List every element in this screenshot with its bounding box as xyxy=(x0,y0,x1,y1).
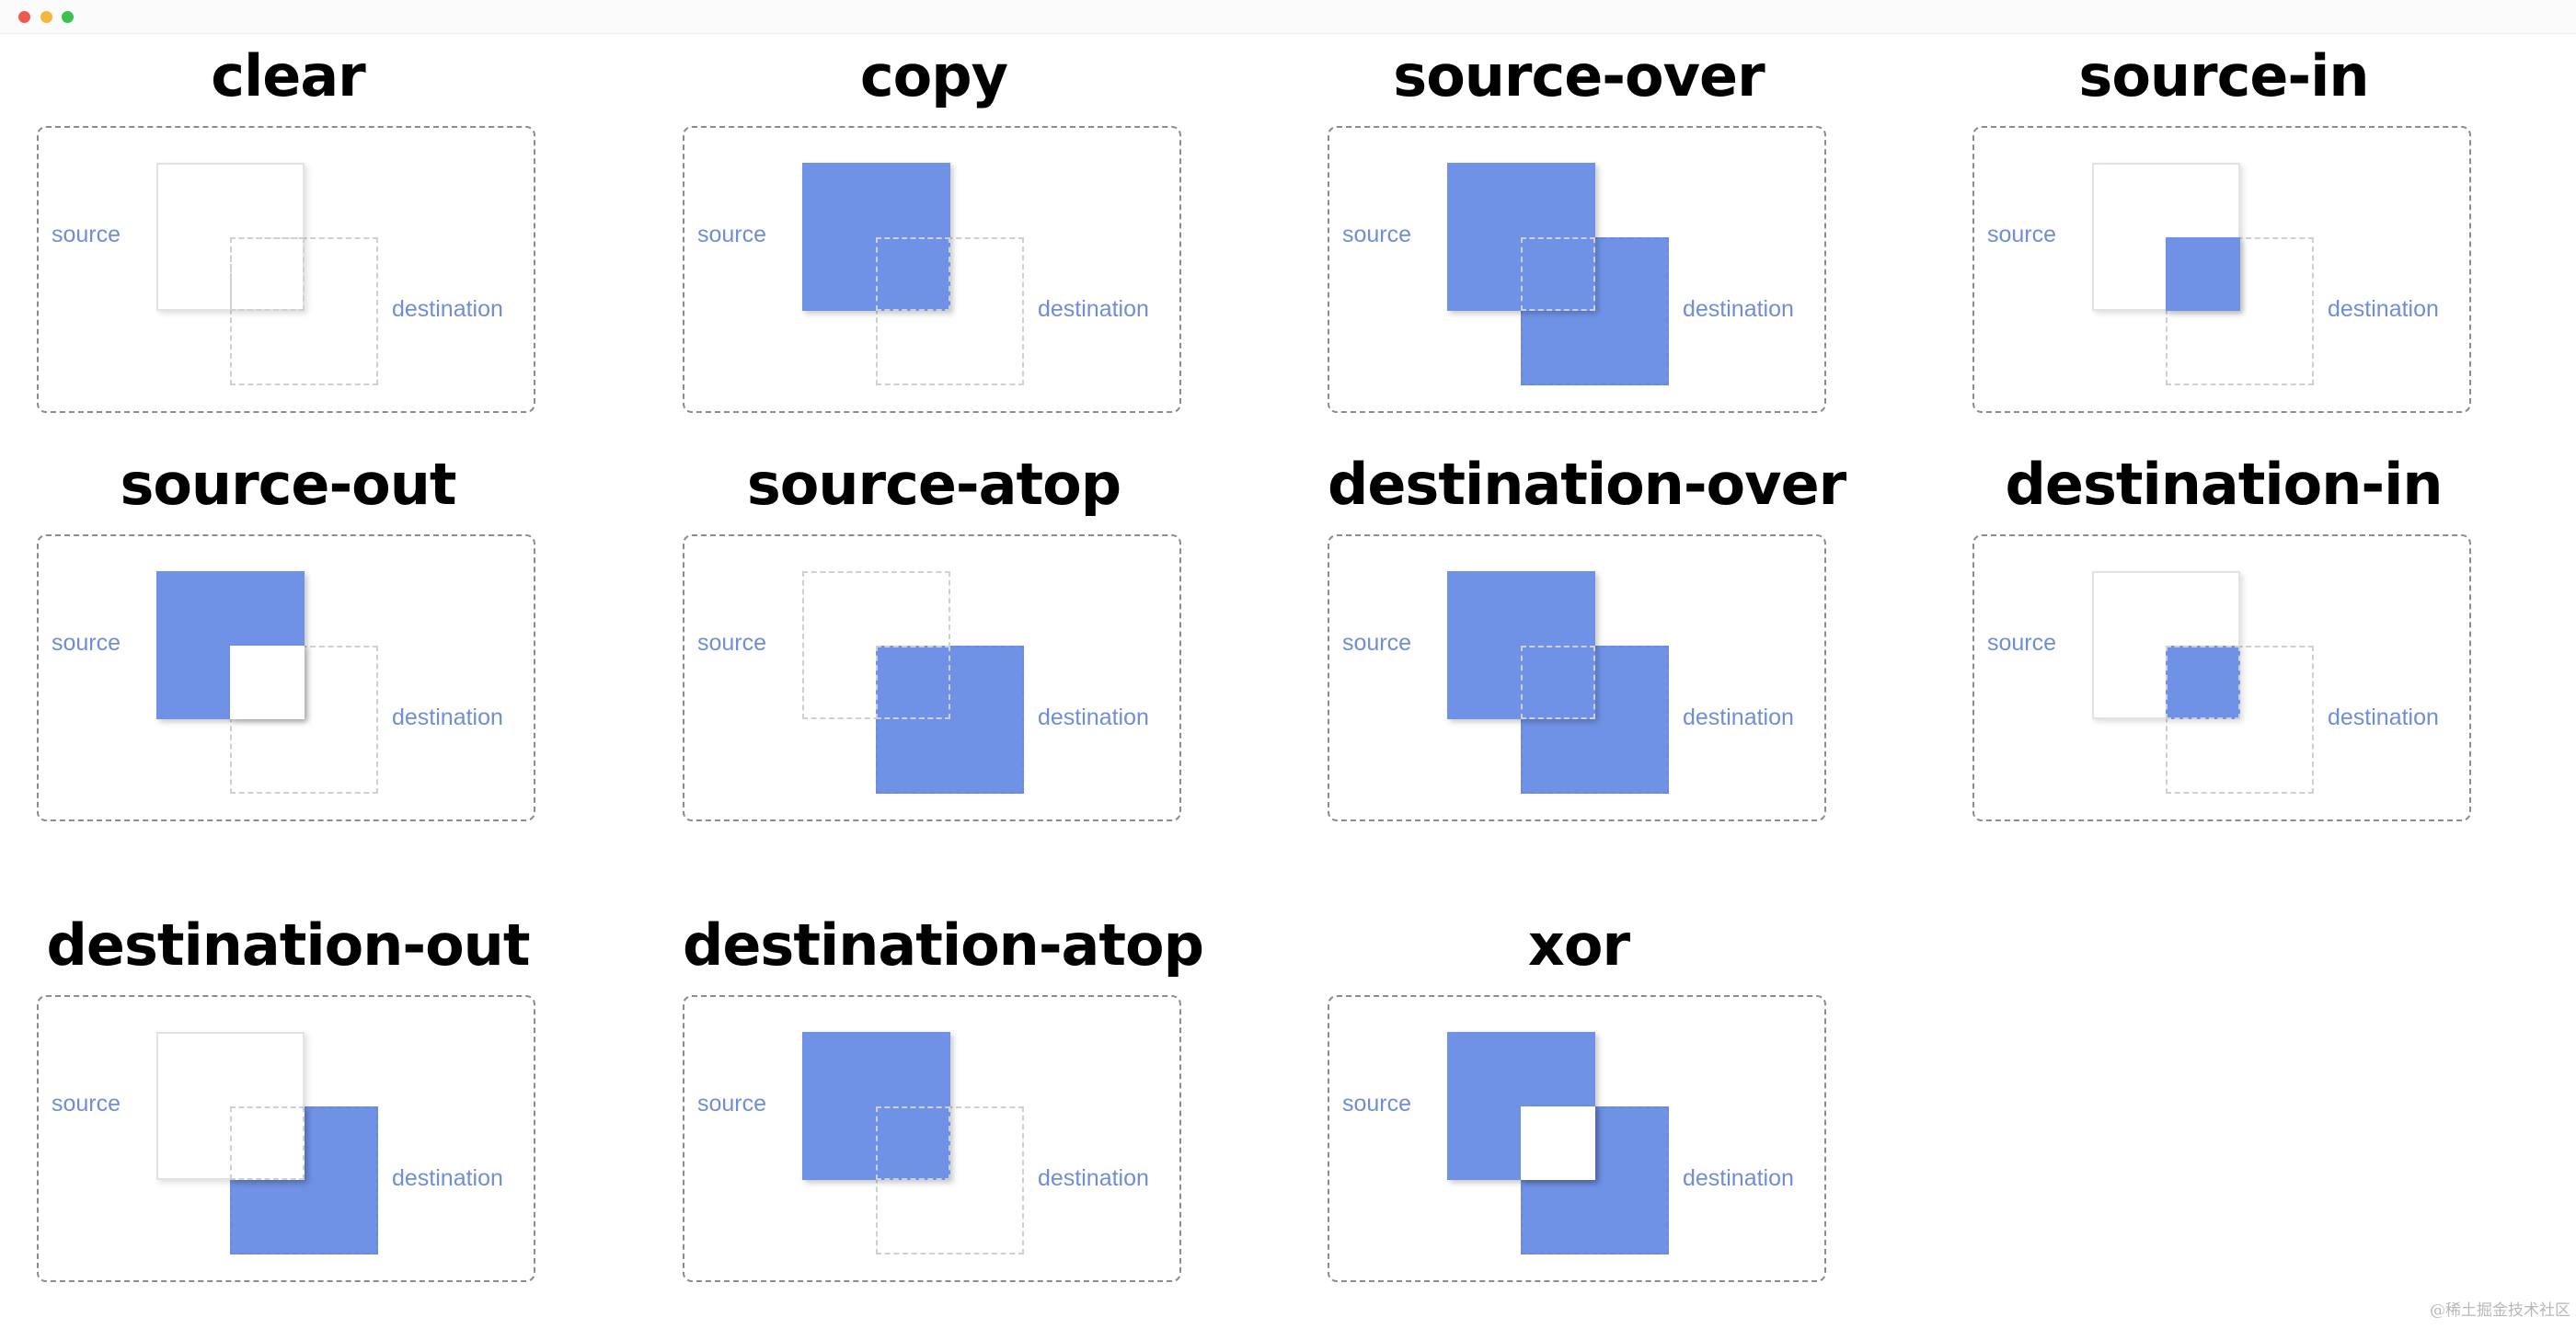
mode-cell: clear source destination xyxy=(37,26,539,413)
destination-label: destination xyxy=(1038,296,1149,322)
mode-title: destination-in xyxy=(2005,451,2444,518)
source-label: source xyxy=(1987,222,2057,247)
overlap-region xyxy=(1521,1106,1595,1180)
mode-cell: source-out source destination xyxy=(37,434,539,821)
mode-title: source-atop xyxy=(746,451,1121,518)
mode-panel: source destination xyxy=(37,126,535,413)
destination-label: destination xyxy=(2328,705,2439,730)
mode-panel: source destination xyxy=(683,995,1181,1282)
mode-cell: xor source destination xyxy=(1328,895,1830,1282)
mode-panel: source destination xyxy=(1328,126,1826,413)
mode-title: clear xyxy=(211,42,365,109)
source-label: source xyxy=(697,630,767,656)
destination-label: destination xyxy=(392,1165,503,1191)
source-label: source xyxy=(52,222,121,247)
mode-cell: destination-out source destination xyxy=(37,895,539,1282)
mode-cell: destination-atop source destination xyxy=(683,895,1204,1282)
overlap-region xyxy=(876,237,950,311)
mode-panel: source destination xyxy=(37,995,535,1282)
destination-label: destination xyxy=(1038,1165,1149,1191)
overlap-region xyxy=(230,646,305,719)
source-label: source xyxy=(697,222,767,247)
mode-panel: source destination xyxy=(683,534,1181,821)
mode-title: copy xyxy=(859,42,1008,109)
destination-label: destination xyxy=(1038,705,1149,730)
overlap-region xyxy=(876,646,950,719)
mode-cell: source-in source destination xyxy=(1972,26,2475,413)
close-window-icon[interactable] xyxy=(18,11,30,23)
mode-panel: source destination xyxy=(1328,534,1826,821)
destination-label: destination xyxy=(392,296,503,322)
window-titlebar xyxy=(0,0,2576,34)
mode-title: source-over xyxy=(1393,42,1765,109)
mode-cell: destination-in source destination xyxy=(1972,434,2475,821)
mode-title: destination-over xyxy=(1328,451,1846,518)
overlap-region xyxy=(1521,646,1595,719)
mode-title: xor xyxy=(1527,911,1630,979)
watermark: @稀土掘金技术社区 xyxy=(2430,1301,2570,1320)
overlap-region xyxy=(2166,237,2240,311)
mode-panel: source destination xyxy=(37,534,535,821)
source-label: source xyxy=(1987,630,2057,656)
destination-label: destination xyxy=(392,705,503,730)
overlap-region xyxy=(2166,646,2240,719)
destination-label: destination xyxy=(1683,705,1794,730)
mode-title: source-out xyxy=(120,451,456,518)
source-label: source xyxy=(1342,1091,1412,1117)
mode-title: destination-out xyxy=(46,911,531,979)
mode-cell: copy source destination xyxy=(683,26,1185,413)
source-label: source xyxy=(697,1091,767,1117)
destination-label: destination xyxy=(2328,296,2439,322)
mode-panel: source destination xyxy=(1972,126,2471,413)
overlap-region xyxy=(876,1106,950,1180)
mode-panel: source destination xyxy=(1328,995,1826,1282)
mode-title: source-in xyxy=(2078,42,2369,109)
source-label: source xyxy=(1342,630,1412,656)
destination-label: destination xyxy=(1683,296,1794,322)
mode-panel: source destination xyxy=(1972,534,2471,821)
minimize-window-icon[interactable] xyxy=(40,11,52,23)
zoom-window-icon[interactable] xyxy=(62,11,74,23)
source-label: source xyxy=(52,1091,121,1117)
mode-cell: source-atop source destination xyxy=(683,434,1185,821)
mode-title: destination-atop xyxy=(683,911,1204,979)
mode-cell: source-over source destination xyxy=(1328,26,1830,413)
overlap-region xyxy=(230,1106,305,1180)
overlap-region xyxy=(230,237,305,311)
destination-label: destination xyxy=(1683,1165,1794,1191)
source-label: source xyxy=(1342,222,1412,247)
source-label: source xyxy=(52,630,121,656)
mode-panel: source destination xyxy=(683,126,1181,413)
overlap-region xyxy=(1521,237,1595,311)
mode-cell: destination-over source destination xyxy=(1328,434,1846,821)
